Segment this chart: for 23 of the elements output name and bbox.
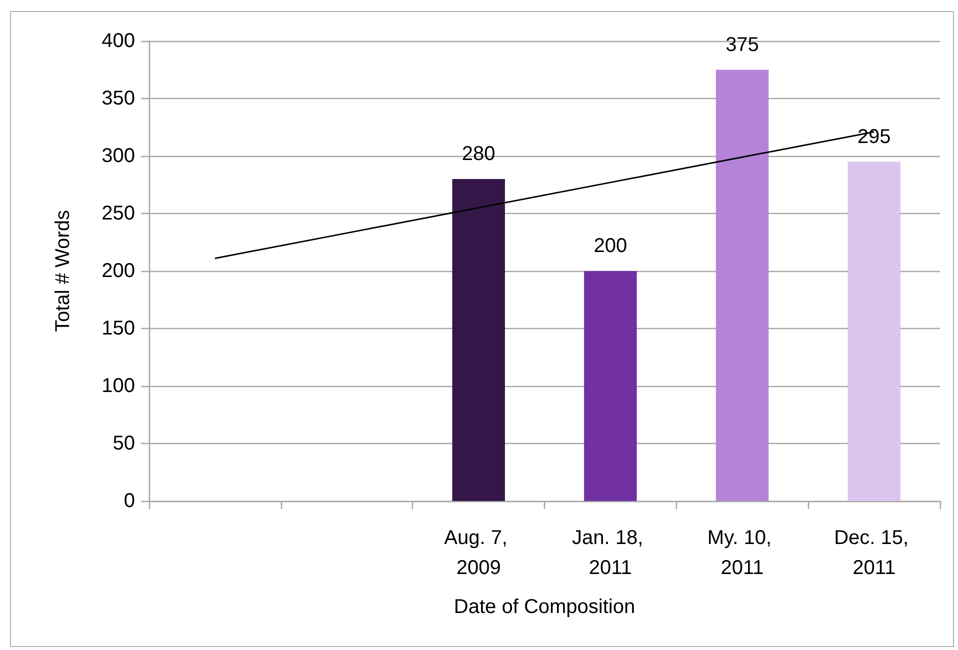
data-label: 375	[726, 34, 759, 56]
y-tick-label: 300	[102, 145, 135, 167]
y-axis-title: Total # Words	[52, 210, 74, 332]
bar	[584, 271, 637, 501]
x-tick-label: My. 10, 2011	[707, 527, 778, 579]
y-tick-label: 50	[112, 432, 135, 454]
x-tick-label: Aug. 7, 2009	[444, 527, 514, 579]
data-label: 200	[594, 235, 628, 257]
y-tick-label: 0	[124, 490, 135, 512]
x-tick-label: Jan. 18, 2011	[572, 527, 649, 579]
bar	[716, 70, 769, 501]
data-label: 295	[857, 126, 891, 148]
y-tick-label: 150	[102, 318, 135, 340]
data-label: 280	[462, 143, 496, 165]
x-axis-title: Date of Composition	[454, 596, 636, 618]
y-tick-label: 200	[102, 260, 135, 282]
y-tick-label: 400	[102, 30, 135, 52]
y-tick-label: 250	[102, 202, 135, 224]
bar	[452, 179, 505, 501]
y-tick-label: 100	[102, 375, 135, 397]
y-tick-label: 350	[102, 88, 135, 110]
x-tick-label: Dec. 15, 2011	[834, 527, 914, 579]
bar	[848, 162, 900, 501]
